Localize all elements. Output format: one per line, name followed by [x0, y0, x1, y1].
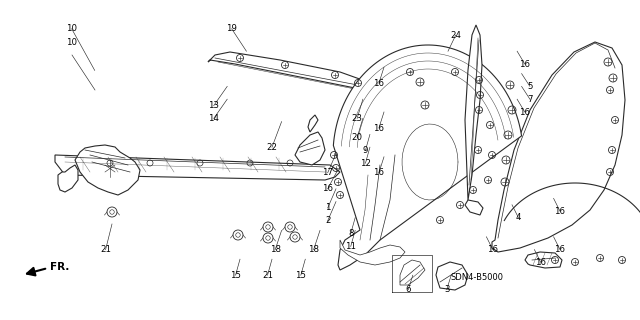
- Text: 16: 16: [373, 124, 385, 132]
- Text: 16: 16: [487, 245, 499, 254]
- Text: 20: 20: [351, 133, 363, 142]
- Text: 2: 2: [325, 216, 330, 225]
- Text: 3: 3: [444, 285, 449, 294]
- Text: SDN4-B5000: SDN4-B5000: [450, 274, 503, 283]
- Text: 11: 11: [345, 242, 356, 251]
- Text: 18: 18: [308, 245, 319, 254]
- Text: 16: 16: [554, 207, 566, 216]
- Polygon shape: [58, 165, 78, 192]
- Polygon shape: [400, 260, 425, 285]
- Text: 15: 15: [230, 271, 241, 280]
- Text: 23: 23: [351, 114, 363, 123]
- Text: 24: 24: [450, 31, 461, 40]
- Text: 15: 15: [295, 271, 307, 280]
- Text: 21: 21: [262, 271, 273, 280]
- Polygon shape: [525, 252, 562, 268]
- Text: 14: 14: [208, 114, 220, 123]
- Text: 22: 22: [266, 143, 278, 152]
- Text: 19: 19: [227, 24, 237, 33]
- Text: 16: 16: [535, 258, 547, 267]
- Text: 17: 17: [322, 168, 333, 177]
- Polygon shape: [295, 132, 325, 165]
- Text: 16: 16: [373, 168, 385, 177]
- Text: FR.: FR.: [50, 262, 69, 272]
- Text: 8: 8: [348, 229, 353, 238]
- Polygon shape: [333, 45, 522, 270]
- Text: 6: 6: [406, 285, 411, 294]
- Text: 7: 7: [527, 95, 532, 104]
- Text: 4: 4: [516, 213, 521, 222]
- Polygon shape: [492, 42, 625, 252]
- Text: 12: 12: [360, 159, 371, 168]
- Text: 9: 9: [363, 146, 368, 155]
- Text: 10: 10: [67, 37, 77, 46]
- Polygon shape: [340, 240, 405, 265]
- Polygon shape: [465, 25, 482, 200]
- Polygon shape: [55, 155, 340, 180]
- Text: 5: 5: [527, 82, 532, 91]
- Text: 16: 16: [519, 108, 531, 116]
- Polygon shape: [465, 200, 483, 215]
- Text: 16: 16: [322, 184, 333, 193]
- Text: 21: 21: [100, 245, 111, 254]
- Text: 16: 16: [554, 245, 566, 254]
- Text: 10: 10: [66, 24, 77, 33]
- Text: 18: 18: [269, 245, 281, 254]
- Polygon shape: [308, 115, 318, 132]
- Polygon shape: [75, 145, 140, 195]
- Text: 1: 1: [325, 204, 330, 212]
- Text: 16: 16: [519, 60, 531, 68]
- Polygon shape: [208, 52, 370, 92]
- Polygon shape: [436, 262, 468, 290]
- Text: 16: 16: [373, 79, 385, 88]
- Text: 13: 13: [208, 101, 220, 110]
